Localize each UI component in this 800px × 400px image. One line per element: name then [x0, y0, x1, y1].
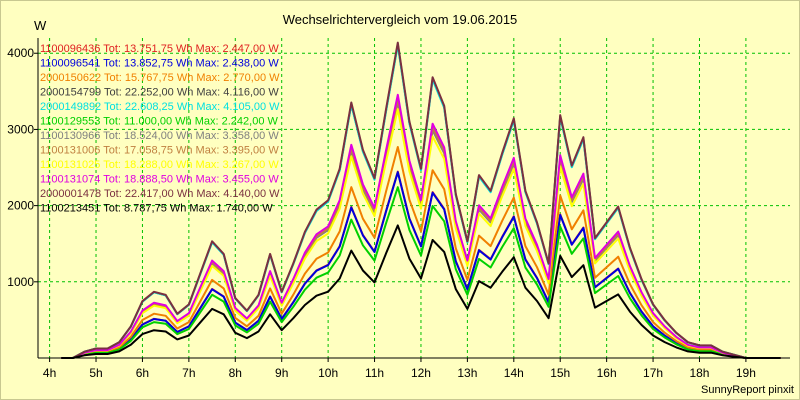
- chart-title: Wechselrichtervergleich vom 19.06.2015: [282, 12, 518, 27]
- legend-entry-1100131074: 1100131074 Tot: 18.888,50 Wh Max: 3.455,…: [40, 174, 279, 186]
- legend-entry-1100213451: 1100213451 Tot: 8.787,75 Wh Max: 1.740,0…: [40, 203, 273, 215]
- legend-entry-1100131025: 1100131025 Tot: 18.288,00 Wh Max: 3.267,…: [40, 159, 279, 171]
- x-tick-label: 13h: [457, 366, 477, 380]
- x-tick-label: 16h: [597, 366, 617, 380]
- footer-credit: SunnyReport pinxit: [701, 384, 794, 396]
- y-tick-label: 3000: [7, 122, 34, 136]
- x-tick-label: 4h: [43, 366, 56, 380]
- series-line-1100213451: [61, 224, 781, 359]
- legend-entry-2000149892: 2000149892 Tot: 22.608,25 Wh Max: 4.105,…: [40, 101, 280, 113]
- x-tick-label: 19h: [736, 366, 756, 380]
- y-tick-label: 2000: [7, 199, 34, 213]
- x-tick-label: 14h: [504, 366, 524, 380]
- x-tick-label: 15h: [550, 366, 570, 380]
- legend-entry-1100129553: 1100129553 Tot: 11.000,00 Wh Max: 2.242,…: [40, 116, 279, 128]
- x-tick-label: 9h: [275, 366, 288, 380]
- series-line-2000150622: [61, 146, 781, 359]
- legend-entry-2000001478: 2000001478 Tot: 22.417,00 Wh Max: 4.140,…: [40, 188, 280, 200]
- legend-entry-1100131006: 1100131006 Tot: 17.058,75 Wh Max: 3.395,…: [40, 145, 279, 157]
- legend-entry-1100130966: 1100130966 Tot: 18.524,00 Wh Max: 3.358,…: [40, 130, 279, 142]
- series-line-1100129553: [61, 186, 781, 359]
- legend-entry-1100096436: 1100096436 Tot: 13.751,75 Wh Max: 2.447,…: [40, 43, 279, 55]
- series-line-1100096541: [61, 171, 781, 359]
- x-tick-label: 18h: [689, 366, 709, 380]
- y-axis-unit-label: W: [34, 18, 47, 33]
- x-tick-label: 17h: [643, 366, 663, 380]
- series-line-2000001478: [61, 41, 781, 359]
- y-tick-label: 1000: [7, 275, 34, 289]
- x-tick-label: 11h: [365, 366, 384, 380]
- series-line-1100131074: [61, 93, 781, 359]
- x-tick-label: 6h: [136, 366, 149, 380]
- x-tick-label: 12h: [411, 366, 431, 380]
- legend-entry-1100096541: 1100096541 Tot: 13.852,75 Wh Max: 2.438,…: [40, 58, 279, 70]
- x-tick-label: 10h: [318, 366, 338, 380]
- series-line-1100131025: [61, 108, 781, 359]
- x-tick-label: 5h: [89, 366, 102, 380]
- y-tick-label: 4000: [7, 46, 34, 60]
- x-tick-label: 8h: [229, 366, 242, 380]
- x-tick-label: 7h: [182, 366, 195, 380]
- legend-entry-2000150622: 2000150622 Tot: 15.767,75 Wh Max: 2.770,…: [40, 72, 280, 84]
- legend-entry-2000154799: 2000154799 Tot: 22.252,00 Wh Max: 4.116,…: [40, 87, 279, 99]
